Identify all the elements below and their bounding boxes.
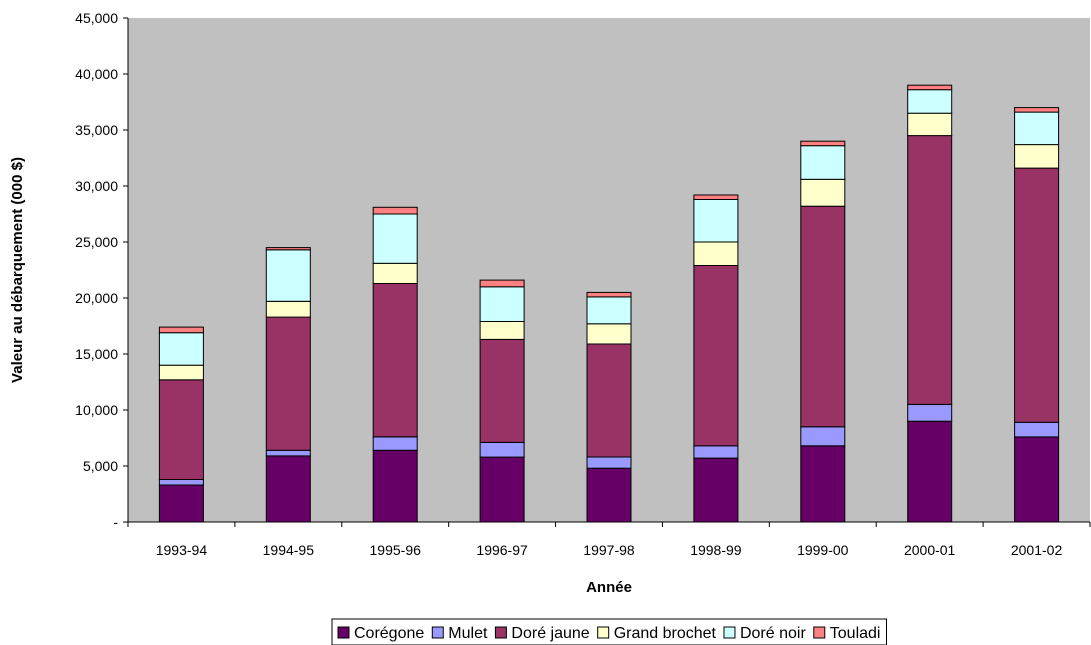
legend-swatch-1 [431,626,444,639]
bar-segment-3-4 [586,323,632,345]
legend-label-4: Doré noir [740,625,806,642]
bar-segment-0-8 [1014,436,1060,523]
bar-segment-1-8 [1014,421,1060,438]
y-tick-label-4: 20,000 [75,290,118,306]
bar-segment-4-3 [479,286,525,322]
bar-segment-5-2 [372,206,418,215]
y-tick-label-8: 40,000 [75,66,118,82]
bar-segment-1-6 [800,426,846,447]
y-tick-label-5: 25,000 [75,234,118,250]
bar-segment-3-0 [158,364,204,381]
bar-segment-3-8 [1014,144,1060,169]
x-tick-label-2: 1995-96 [370,542,422,558]
bar-segment-1-5 [693,445,739,459]
legend-label-0: Corégone [354,625,424,642]
bar-segment-5-1 [265,247,311,251]
bar-segment-5-8 [1014,107,1060,113]
legend: Corégone Mulet Doré jaune Grand brochet Doré… [331,618,887,645]
y-tick-label-2: 10,000 [75,402,118,418]
x-tick-label-5: 1998-99 [690,542,742,558]
bar-segment-3-2 [372,262,418,284]
bar-segment-3-1 [265,300,311,318]
legend-swatch-3 [597,626,610,639]
bar-segment-5-4 [586,291,632,298]
y-tick-label-9: 45,000 [75,10,118,26]
y-tick-label-7: 35,000 [75,122,118,138]
x-tick-label-6: 1999-00 [797,542,849,558]
bar-segment-3-7 [907,112,953,137]
bar-segment-0-6 [800,445,846,523]
x-axis-title: Année [586,579,632,596]
legend-label-3: Grand brochet [614,625,717,642]
x-axis-ticks: 1993-94 1994-95 1995-96 1996-97 1997-98 1998-… [127,522,1091,558]
bar-segment-0-7 [907,420,953,523]
bar-segment-3-6 [800,178,846,207]
bar-segment-2-3 [479,338,525,443]
bar-segment-4-6 [800,145,846,180]
legend-label-5: Touladi [830,625,881,642]
bar-segment-0-2 [372,449,418,523]
bar-segment-3-5 [693,241,739,266]
bar-segment-2-8 [1014,167,1060,423]
y-tick-label-1: 5,000 [83,458,118,474]
x-tick-label-1: 1994-95 [263,542,315,558]
bar-segment-4-4 [586,296,632,325]
bar-segment-4-1 [265,249,311,302]
x-tick-label-7: 2000-01 [904,542,956,558]
y-tick-label-3: 15,000 [75,346,118,362]
bars [158,84,1060,523]
bar-segment-1-2 [372,436,418,451]
bar-segment-3-3 [479,321,525,340]
bar-segment-4-2 [372,213,418,264]
bar-segment-1-7 [907,403,953,422]
y-tick-label-0: - [113,514,118,530]
bar-segment-4-0 [158,332,204,366]
y-axis-ticks: - 5,000 10,000 15,000 20,000 25,000 30,000 35,0… [75,10,128,530]
bar-segment-2-0 [158,379,204,480]
legend-swatch-5 [813,626,826,639]
bar-segment-0-1 [265,455,311,523]
bar-segment-5-5 [693,194,739,200]
bar-segment-1-3 [479,442,525,458]
bar-segment-0-5 [693,457,739,523]
bar-segment-5-6 [800,140,846,147]
legend-box [331,618,887,645]
legend-swatch-2 [494,626,507,639]
bar-segment-2-5 [693,265,739,447]
bar-segment-2-1 [265,316,311,451]
x-tick-label-4: 1997-98 [583,542,635,558]
bar-segment-5-7 [907,84,953,91]
bar-segment-5-0 [158,326,204,334]
bar-segment-2-4 [586,343,632,458]
bar-segment-2-7 [907,135,953,405]
bar-segment-1-1 [265,449,311,457]
bar-segment-2-2 [372,282,418,438]
bar-segment-0-0 [158,484,204,523]
legend-label-1: Mulet [448,625,488,642]
bar-segment-4-8 [1014,111,1060,146]
bar-segment-0-4 [586,467,632,523]
bar-segment-1-4 [586,456,632,469]
bar-segment-0-3 [479,456,525,523]
bar-segment-5-3 [479,279,525,288]
x-tick-label-8: 2001-02 [1011,542,1063,558]
bar-segment-1-0 [158,478,204,486]
legend-swatch-4 [723,626,736,639]
x-tick-label-3: 1996-97 [476,542,528,558]
bar-segment-2-6 [800,205,846,428]
y-tick-label-6: 30,000 [75,178,118,194]
legend-swatch-0 [337,626,350,639]
bar-segment-4-5 [693,198,739,243]
bar-segment-4-7 [907,89,953,114]
y-axis-title: Valeur au débarquement (000 $) [9,157,26,383]
x-tick-label-0: 1993-94 [156,542,208,558]
legend-label-2: Doré jaune [511,625,589,642]
